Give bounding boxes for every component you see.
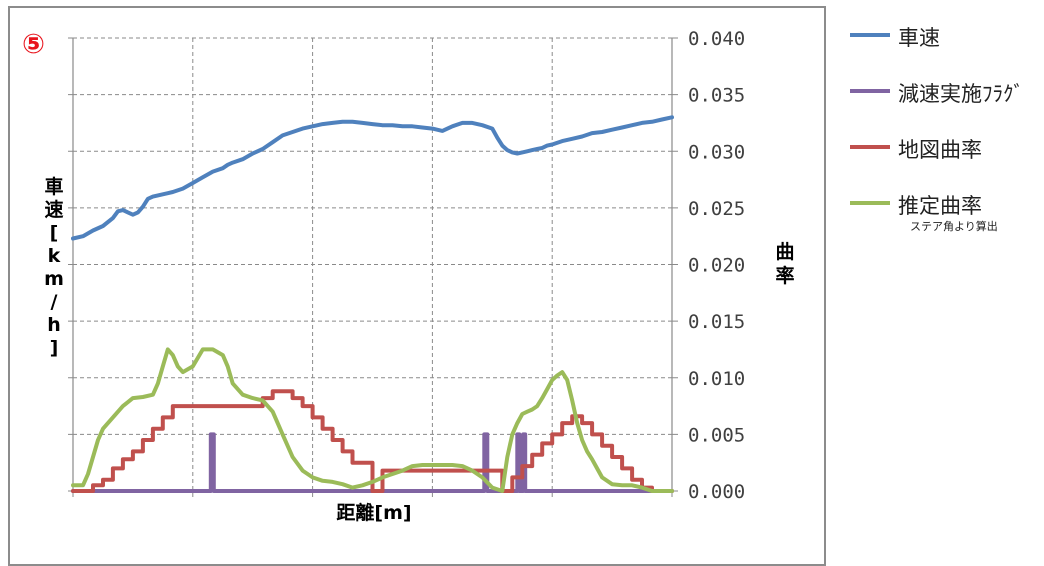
y2-tick-label: 0.010 [688, 368, 745, 390]
chart-badge: ⑤ [22, 29, 45, 60]
y2-tick-label: 0.015 [688, 311, 745, 333]
legend-swatch [850, 145, 890, 149]
series-line-3 [71, 347, 674, 493]
y-axis-title-char: 速 [44, 198, 63, 221]
series-lines [71, 115, 674, 493]
y2-axis-title-char: 曲 [775, 241, 794, 263]
y-axis-title-char: 車 [44, 175, 63, 198]
y-axis-title-char: ] [50, 337, 59, 359]
legend-item-2: 地図曲率 [850, 132, 1040, 164]
series-line-1 [71, 432, 674, 493]
chart-frame [8, 6, 826, 566]
legend-label: 地図曲率 [898, 138, 982, 162]
series-line-0 [71, 115, 674, 241]
y2-tick-label: 0.030 [688, 141, 745, 163]
axis-labels: 0.000 0.005 0.010 0.015 0.020 0.025 0.030 0.035… [44, 28, 794, 503]
y2-tick-label: 0.035 [688, 85, 745, 107]
chart-canvas: 0.000 0.005 0.010 0.015 0.020 0.025 0.030 0.035… [22, 28, 795, 524]
y2-tick-label: 0.025 [688, 198, 745, 220]
legend-note: ステア角より算出 [910, 220, 998, 233]
y2-tick-label: 0.040 [688, 28, 745, 50]
legend-item-1: 減速実施ﾌﾗｸﾞ [850, 76, 1040, 108]
legend-swatch [850, 33, 890, 37]
legend-label: 推定曲率 [898, 194, 982, 218]
y2-axis-title-char: 率 [775, 264, 794, 287]
legend-swatch [850, 89, 890, 93]
y-axis-title-char: m [44, 268, 64, 290]
legend-item-0: 車速 [850, 20, 1040, 52]
y-axis-title-char: [ [50, 222, 59, 244]
legend-label: 車速 [898, 26, 940, 50]
gridlines [73, 37, 672, 491]
x-axis-title: 距離[m] [336, 501, 411, 524]
y-axis-title-char: h [47, 314, 61, 336]
series-line-2 [71, 389, 674, 493]
y-axis-title-char: / [51, 291, 58, 313]
legend-label: 減速実施ﾌﾗｸﾞ [898, 82, 1024, 106]
y2-tick-label: 0.005 [688, 424, 745, 446]
legend-swatch [850, 201, 890, 205]
y2-tick-label: 0.020 [688, 255, 745, 277]
legend-item-3: 推定曲率ステア角より算出 [850, 188, 1040, 233]
y-axis-title-char: k [48, 245, 61, 267]
y2-tick-label: 0.000 [688, 481, 745, 503]
